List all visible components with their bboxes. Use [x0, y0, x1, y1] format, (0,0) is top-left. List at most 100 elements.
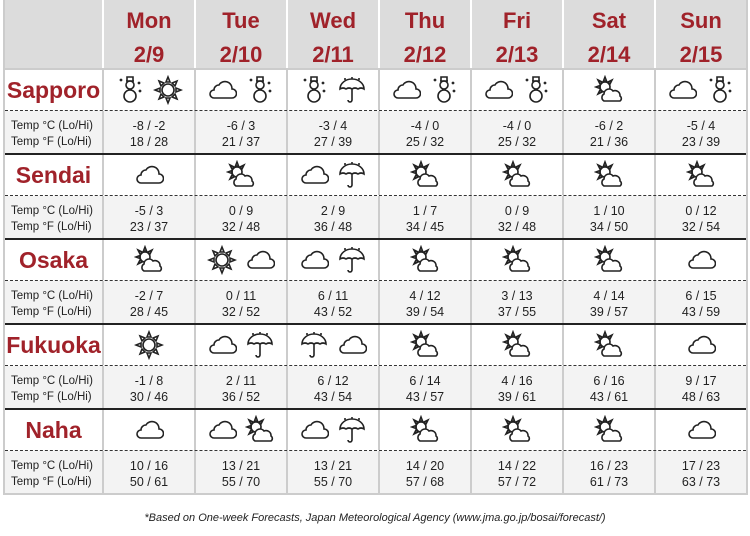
- temp-f: 43 / 54: [313, 390, 353, 404]
- temp-cell: 6 / 15 43 / 59: [654, 281, 746, 323]
- weather-cell: [102, 155, 194, 195]
- temp-c: 16 / 23: [589, 459, 629, 473]
- city-block: Naha Temp °C (Lo/Hi) Temp °F (Lo/Hi) 10 / …: [5, 408, 746, 493]
- temp-c: -6 / 2: [594, 119, 624, 133]
- temp-c: 6 / 11: [317, 289, 349, 303]
- sun-cloud-icon: [594, 330, 624, 360]
- temp-f: 39 / 57: [589, 305, 629, 319]
- weather-cell: [194, 70, 286, 110]
- umbrella-icon: [337, 75, 367, 105]
- city-name: Naha: [25, 416, 82, 443]
- temp-cell: -6 / 2 21 / 36: [562, 111, 654, 153]
- umbrella-icon: [299, 330, 329, 360]
- day-name: Wed: [309, 8, 357, 33]
- weather-cell: [470, 240, 562, 280]
- temp-cell: -5 / 3 23 / 37: [102, 196, 194, 238]
- cloud-icon: [299, 245, 329, 275]
- temp-c: -3 / 4: [318, 119, 348, 133]
- weather-cell: [194, 325, 286, 365]
- weather-cell: [654, 240, 746, 280]
- temp-f: 43 / 57: [405, 390, 445, 404]
- temp-f: 63 / 73: [681, 475, 721, 489]
- temp-cell: -1 / 8 30 / 46: [102, 366, 194, 408]
- temp-cell: 6 / 12 43 / 54: [286, 366, 378, 408]
- cloud-icon: [667, 75, 697, 105]
- weather-cell: [286, 240, 378, 280]
- temp-c: 17 / 23: [681, 459, 721, 473]
- city-block: Osaka Temp °C (Lo/Hi) Temp °F (Lo/Hi) -2 /…: [5, 238, 746, 323]
- temp-f: 39 / 61: [497, 390, 537, 404]
- temp-cell: 1 / 7 34 / 45: [378, 196, 470, 238]
- temp-f: 32 / 52: [221, 305, 261, 319]
- cloud-icon: [245, 245, 275, 275]
- temp-f: 36 / 48: [313, 220, 353, 234]
- day-date: 2/14: [587, 42, 631, 67]
- weather-cell: [654, 155, 746, 195]
- temp-cell: -3 / 4 27 / 39: [286, 111, 378, 153]
- day-name: Sun: [680, 8, 722, 33]
- temp-f: 55 / 70: [313, 475, 353, 489]
- temp-cell: 0 / 12 32 / 54: [654, 196, 746, 238]
- sun-cloud-icon: [226, 160, 256, 190]
- cloud-icon: [207, 330, 237, 360]
- temp-f: 28 / 45: [129, 305, 169, 319]
- day-header: Thu 2/12: [378, 0, 470, 68]
- label-c: Temp °C (Lo/Hi): [11, 120, 93, 132]
- temp-c: 4 / 12: [409, 289, 441, 303]
- cloud-icon: [207, 75, 237, 105]
- snowman-icon: [705, 75, 735, 105]
- temp-cell: 13 / 21 55 / 70: [194, 451, 286, 493]
- cloud-icon: [299, 160, 329, 190]
- umbrella-icon: [337, 415, 367, 445]
- temp-cell: 0 / 9 32 / 48: [194, 196, 286, 238]
- label-c: Temp °C (Lo/Hi): [11, 290, 93, 302]
- temp-c: 4 / 14: [593, 289, 625, 303]
- temp-c: -4 / 0: [410, 119, 440, 133]
- sun-cloud-icon: [502, 330, 532, 360]
- weather-cell: [194, 155, 286, 195]
- temp-labels: Temp °C (Lo/Hi) Temp °F (Lo/Hi): [5, 366, 102, 408]
- day-name: Mon: [126, 8, 172, 33]
- cloud-icon: [686, 330, 716, 360]
- footnote: *Based on One-week Forecasts, Japan Mete…: [144, 512, 606, 524]
- temp-f: 43 / 59: [681, 305, 721, 319]
- temp-f: 43 / 61: [589, 390, 629, 404]
- weather-cell: [470, 155, 562, 195]
- temp-f: 18 / 28: [129, 135, 169, 149]
- temp-f: 25 / 32: [497, 135, 537, 149]
- temp-cell: -6 / 3 21 / 37: [194, 111, 286, 153]
- temp-cell: 13 / 21 55 / 70: [286, 451, 378, 493]
- weather-cell: [654, 70, 746, 110]
- temp-c: 6 / 12: [317, 374, 349, 388]
- umbrella-icon: [337, 160, 367, 190]
- temp-c: 10 / 16: [129, 459, 169, 473]
- weather-cell: [378, 410, 470, 450]
- city-name: Sendai: [15, 161, 92, 188]
- city-block: Fukuoka Temp °C (Lo/Hi) Temp °F (Lo/Hi) -1…: [5, 323, 746, 408]
- label-c: Temp °C (Lo/Hi): [11, 375, 93, 387]
- temp-c: -2 / 7: [134, 289, 164, 303]
- day-date: 2/15: [679, 42, 723, 67]
- weather-cell: [102, 70, 194, 110]
- temp-cell: 2 / 9 36 / 48: [286, 196, 378, 238]
- temp-f: 27 / 39: [313, 135, 353, 149]
- weather-cell: [378, 155, 470, 195]
- label-c: Temp °C (Lo/Hi): [11, 205, 93, 217]
- temp-f: 43 / 52: [313, 305, 353, 319]
- label-f: Temp °F (Lo/Hi): [11, 306, 92, 318]
- temp-cell: 4 / 14 39 / 57: [562, 281, 654, 323]
- day-date: 2/13: [495, 42, 539, 67]
- sun-cloud-icon: [410, 330, 440, 360]
- weather-cell: [654, 410, 746, 450]
- sun-cloud-icon: [594, 160, 624, 190]
- temp-f: 23 / 39: [681, 135, 721, 149]
- temp-cell: 3 / 13 37 / 55: [470, 281, 562, 323]
- temp-cell: 4 / 12 39 / 54: [378, 281, 470, 323]
- sun-icon: [207, 245, 237, 275]
- weather-cell: [470, 325, 562, 365]
- temp-f: 32 / 48: [221, 220, 261, 234]
- sun-cloud-icon: [502, 415, 532, 445]
- temp-f: 50 / 61: [129, 475, 169, 489]
- label-f: Temp °F (Lo/Hi): [11, 136, 92, 148]
- temp-c: 0 / 9: [504, 204, 530, 218]
